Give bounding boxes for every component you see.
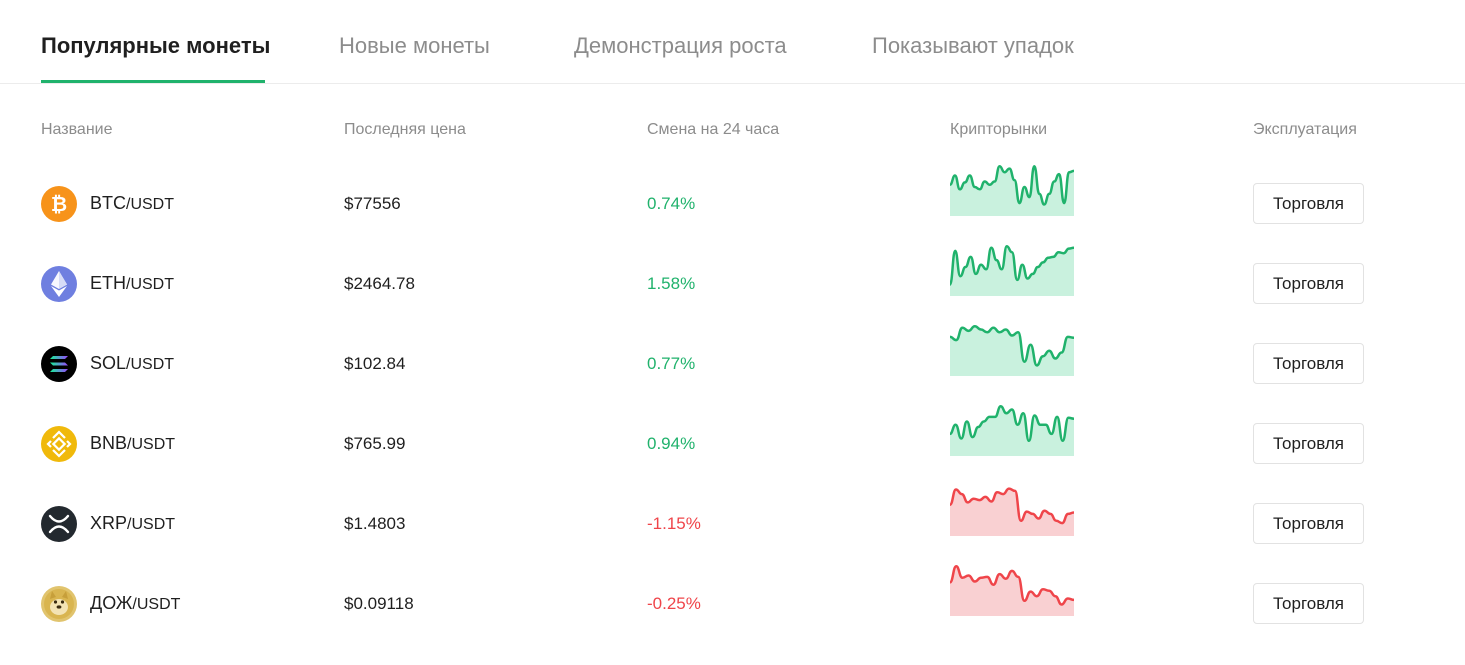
tab-new-coins[interactable]: Новые монеты	[339, 33, 490, 58]
sparkline-area	[950, 566, 1074, 616]
sparkline-line	[950, 165, 1074, 206]
sparkline-chart	[950, 165, 1074, 216]
xrp-icon	[41, 506, 77, 542]
quote-currency: /USDT	[126, 196, 174, 213]
tab-popular-coins[interactable]: Популярные монеты	[41, 33, 271, 58]
table-row[interactable]: BNB/USDT $765.99 0.94% Торговля	[0, 405, 1465, 505]
column-header-markets: Крипторынки	[950, 121, 1048, 138]
price-change: 0.94%	[647, 434, 696, 453]
coin-pair: XRP/USDT	[90, 513, 175, 534]
price-change: -1.15%	[647, 514, 701, 533]
last-price: $2464.78	[344, 274, 415, 293]
solana-icon	[41, 346, 77, 382]
active-tab-indicator	[41, 80, 265, 83]
coin-symbol: BTC	[90, 193, 126, 213]
sparkline-chart	[950, 405, 1074, 456]
coin-pair: BNB/USDT	[90, 433, 175, 454]
last-price: $0.09118	[344, 594, 414, 613]
trade-button[interactable]: Торговля	[1253, 423, 1364, 464]
quote-currency: /USDT	[132, 596, 181, 613]
column-header-last-price: Последняя цена	[344, 121, 466, 138]
trade-button[interactable]: Торговля	[1253, 583, 1364, 624]
quote-currency: /USDT	[127, 436, 176, 453]
last-price: $77556	[344, 194, 401, 213]
sparkline-line	[950, 405, 1074, 443]
coin-symbol: ДОЖ	[90, 593, 133, 613]
column-header-name: Название	[41, 121, 113, 138]
sparkline-area	[950, 246, 1074, 296]
sparkline-line	[950, 565, 1074, 606]
coin-symbol: XRP	[90, 513, 128, 533]
coin-symbol: SOL	[90, 353, 127, 373]
tab-top-losers[interactable]: Показывают упадок	[872, 33, 1074, 58]
market-tabs: Популярные монеты Новые монеты Демонстра…	[0, 0, 1465, 84]
coin-pair: ДОЖ/USDT	[90, 593, 180, 614]
last-price: $765.99	[344, 434, 406, 453]
sparkline-chart	[950, 245, 1074, 296]
sparkline-chart	[950, 325, 1074, 376]
sparkline-line	[950, 245, 1074, 286]
table-row[interactable]: ETH/USDT $2464.78 1.58% Торговля	[0, 245, 1465, 345]
table-row[interactable]: ДОЖ/USDT $0.09118 -0.25% Торговля	[0, 565, 1465, 665]
svg-text:₿: ₿	[51, 192, 67, 216]
trade-button[interactable]: Торговля	[1253, 183, 1364, 224]
sparkline-area	[950, 488, 1074, 536]
sparkline-line	[950, 487, 1074, 525]
sparkline-area	[950, 406, 1074, 456]
trade-button[interactable]: Торговля	[1253, 263, 1364, 304]
coin-symbol: BNB	[90, 433, 128, 453]
dogecoin-icon	[41, 586, 77, 622]
column-header-action: Эксплуатация	[1253, 121, 1357, 138]
price-change: 0.77%	[647, 354, 696, 373]
last-price: $1.4803	[344, 514, 406, 533]
trade-button[interactable]: Торговля	[1253, 343, 1364, 384]
coin-pair: ETH/USDT	[90, 273, 174, 294]
bitcoin-icon: ₿	[41, 186, 77, 222]
table-row[interactable]: ₿ BTC/USDT $77556 0.74% Торговля	[0, 165, 1465, 265]
last-price: $102.84	[344, 354, 406, 373]
sparkline-chart	[950, 487, 1074, 536]
coin-pair: SOL/USDT	[90, 353, 174, 374]
column-header-change: Смена на 24 часа	[647, 121, 780, 138]
coin-pair: BTC/USDT	[90, 193, 174, 214]
price-change: 1.58%	[647, 274, 696, 293]
tab-top-gainers[interactable]: Демонстрация роста	[574, 33, 787, 58]
table-row[interactable]: XRP/USDT $1.4803 -1.15% Торговля	[0, 487, 1465, 585]
trade-button[interactable]: Торговля	[1253, 503, 1364, 544]
sparkline-line	[950, 325, 1074, 367]
price-change: 0.74%	[647, 194, 696, 213]
bnb-icon	[41, 426, 77, 462]
price-change: -0.25%	[647, 594, 701, 613]
sparkline-area	[950, 326, 1074, 376]
quote-currency: /USDT	[126, 356, 175, 373]
quote-currency: /USDT	[126, 276, 174, 293]
ethereum-icon	[41, 266, 77, 302]
sparkline-chart	[950, 565, 1074, 616]
quote-currency: /USDT	[127, 516, 176, 533]
coin-symbol: ETH	[90, 273, 126, 293]
table-row[interactable]: SOL/USDT $102.84 0.77% Торговля	[0, 325, 1465, 425]
